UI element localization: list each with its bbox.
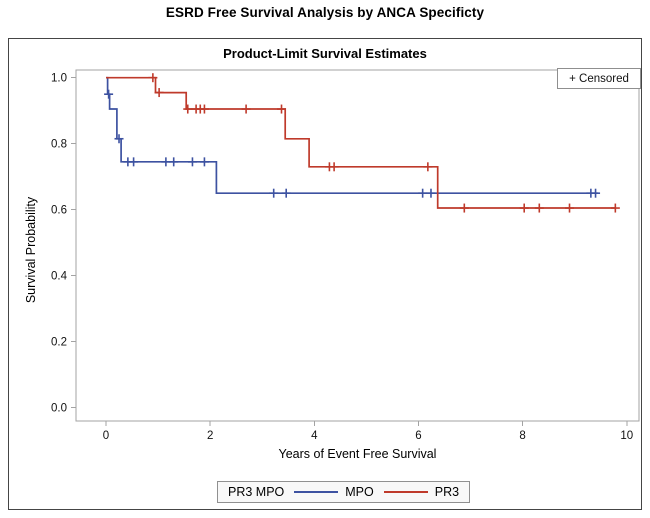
plot-wall: [75, 69, 640, 422]
y-tick-label: 0.8: [51, 139, 67, 151]
figure-title: ESRD Free Survival Analysis by ANCA Spec…: [165, 5, 485, 20]
legend-entry-pr3-label: PR3: [434, 485, 460, 499]
y-axis-label: Survival Probability: [24, 196, 38, 304]
x-tick-label: 0: [103, 430, 109, 442]
legend-title: PR3 MPO: [228, 485, 285, 499]
series-pr3-curve: [106, 76, 616, 209]
x-tick-label: 4: [311, 430, 318, 442]
y-tick-label: 0.4: [51, 271, 68, 283]
censored-legend: + Censored: [557, 68, 641, 89]
legend-entry-pr3: PR3: [383, 485, 460, 499]
series-mpo-censor-marks: [104, 89, 601, 198]
y-tick-label: 1.0: [51, 73, 67, 85]
chart-title: Product-Limit Survival Estimates: [223, 46, 427, 61]
chart-box: Product-Limit Survival Estimates 0 2 4 6 8 10…: [8, 38, 642, 510]
legend-entry-mpo-label: MPO: [345, 485, 374, 499]
series-pr3: [106, 73, 620, 213]
x-tick-label: 8: [519, 430, 525, 442]
group-legend: PR3 MPO MPO PR3: [217, 481, 471, 503]
y-axis-ticks: 0.0 0.2 0.4 0.6 0.8 1.0: [51, 73, 76, 415]
x-tick-label: 10: [620, 430, 633, 442]
x-tick-label: 2: [207, 430, 213, 442]
x-axis-ticks: 0 2 4 6 8 10: [103, 421, 633, 442]
series-mpo: [104, 76, 601, 198]
y-tick-label: 0.6: [51, 205, 67, 217]
censored-legend-label: + Censored: [569, 72, 629, 85]
y-tick-label: 0.0: [51, 403, 67, 415]
x-axis-label: Years of Event Free Survival: [278, 447, 437, 461]
y-tick-label: 0.2: [51, 337, 67, 349]
series-mpo-curve: [106, 76, 599, 195]
mpo-line-swatch: [294, 491, 339, 493]
series-pr3-censor-marks: [148, 73, 620, 213]
survival-plot: 0 2 4 6 8 10 0.0 0.2 0.4 0.6 0.8 1.0: [51, 69, 640, 442]
x-tick-label: 6: [415, 430, 421, 442]
pr3-line-swatch: [383, 491, 428, 493]
legend-entry-mpo: MPO: [294, 485, 374, 499]
